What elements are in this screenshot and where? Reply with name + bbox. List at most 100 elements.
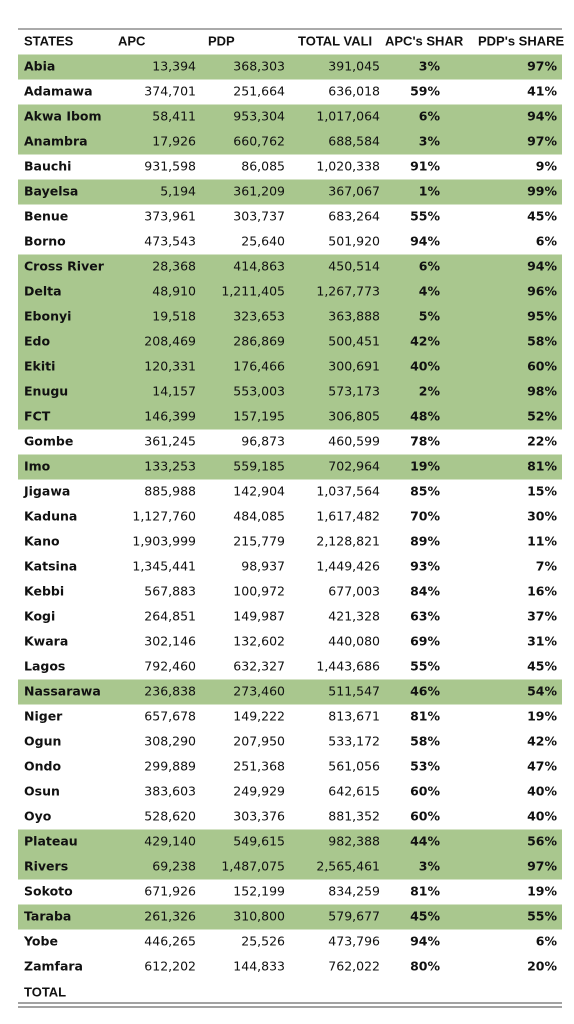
- state-name: Gombe: [24, 434, 73, 449]
- cell: 303,737: [233, 209, 285, 224]
- state-name: Zamfara: [24, 959, 83, 974]
- cell: 149,222: [233, 709, 285, 724]
- cell: 81%: [410, 884, 440, 899]
- cell: 632,327: [233, 659, 285, 674]
- cell: 511,547: [328, 684, 380, 699]
- cell: 953,304: [233, 109, 285, 124]
- state-name: Ekiti: [24, 359, 55, 374]
- cell: 533,172: [328, 734, 380, 749]
- header-cell: PDP: [208, 33, 235, 48]
- cell: 22%: [527, 434, 557, 449]
- state-name: FCT: [24, 409, 51, 424]
- cell: 3%: [419, 859, 441, 874]
- cell: 484,085: [233, 509, 285, 524]
- cell: 3%: [419, 134, 441, 149]
- row-highlight: [18, 404, 562, 430]
- row-highlight: [18, 679, 562, 705]
- cell: 6%: [536, 934, 558, 949]
- cell: 368,303: [233, 59, 285, 74]
- cell: 60%: [410, 809, 440, 824]
- cell: 60%: [527, 359, 557, 374]
- cell: 60%: [410, 784, 440, 799]
- cell: 42%: [527, 734, 557, 749]
- cell: 20%: [527, 959, 557, 974]
- cell: 89%: [410, 534, 440, 549]
- state-name: Adamawa: [24, 84, 93, 99]
- cell: 52%: [527, 409, 557, 424]
- cell: 473,543: [144, 234, 196, 249]
- cell: 48,910: [152, 284, 196, 299]
- row-highlight: [18, 854, 562, 880]
- state-name: Kano: [24, 534, 60, 549]
- cell: 207,950: [233, 734, 285, 749]
- cell: 1%: [419, 184, 441, 199]
- cell: 660,762: [233, 134, 285, 149]
- state-name: Kwara: [24, 634, 68, 649]
- cell: 46%: [410, 684, 440, 699]
- state-name: Katsina: [24, 559, 77, 574]
- cell: 446,265: [144, 934, 196, 949]
- cell: 1,443,686: [316, 659, 380, 674]
- state-name: Niger: [24, 709, 63, 724]
- cell: 6%: [536, 234, 558, 249]
- cell: 80%: [410, 959, 440, 974]
- cell: 1,127,760: [132, 509, 196, 524]
- cell: 53%: [410, 759, 440, 774]
- cell: 41%: [527, 84, 557, 99]
- state-name: Plateau: [24, 834, 78, 849]
- cell: 16%: [527, 584, 557, 599]
- cell: 885,988: [144, 484, 196, 499]
- state-name: Akwa Ibom: [24, 109, 102, 124]
- cell: 500,451: [328, 334, 380, 349]
- cell: 47%: [527, 759, 557, 774]
- cell: 501,920: [328, 234, 380, 249]
- cell: 308,290: [144, 734, 196, 749]
- state-name: Yobe: [23, 934, 58, 949]
- cell: 1,449,426: [316, 559, 380, 574]
- cell: 9%: [536, 159, 558, 174]
- state-name: Borno: [24, 234, 66, 249]
- state-name: Kogi: [24, 609, 55, 624]
- cell: 81%: [410, 709, 440, 724]
- cell: 683,264: [328, 209, 380, 224]
- row-highlight: [18, 254, 562, 280]
- cell: 414,863: [233, 259, 285, 274]
- state-name: Anambra: [24, 134, 88, 149]
- cell: 249,929: [233, 784, 285, 799]
- cell: 69%: [410, 634, 440, 649]
- cell: 78%: [410, 434, 440, 449]
- cell: 37%: [527, 609, 557, 624]
- cell: 881,352: [328, 809, 380, 824]
- cell: 56%: [527, 834, 557, 849]
- state-name: Nassarawa: [24, 684, 101, 699]
- state-name: Ondo: [24, 759, 61, 774]
- cell: 40%: [527, 809, 557, 824]
- cell: 361,209: [233, 184, 285, 199]
- cell: 97%: [527, 134, 557, 149]
- state-name: Osun: [24, 784, 60, 799]
- cell: 7%: [536, 559, 558, 574]
- cell: 323,653: [233, 309, 285, 324]
- cell: 834,259: [328, 884, 380, 899]
- cell: 132,602: [233, 634, 285, 649]
- cell: 97%: [527, 59, 557, 74]
- cell: 612,202: [144, 959, 196, 974]
- cell: 45%: [527, 209, 557, 224]
- row-highlight: [18, 279, 562, 305]
- cell: 98%: [527, 384, 557, 399]
- cell: 391,045: [328, 59, 380, 74]
- state-name: Edo: [24, 334, 50, 349]
- cell: 264,851: [144, 609, 196, 624]
- cell: 251,664: [233, 84, 285, 99]
- row-highlight: [18, 129, 562, 155]
- cell: 671,926: [144, 884, 196, 899]
- state-name: Delta: [24, 284, 62, 299]
- cell: 42%: [410, 334, 440, 349]
- cell: 45%: [410, 909, 440, 924]
- cell: 1,267,773: [316, 284, 380, 299]
- state-name: Enugu: [24, 384, 68, 399]
- row-highlight: [18, 329, 562, 355]
- cell: 17,926: [152, 134, 196, 149]
- cell: 99%: [527, 184, 557, 199]
